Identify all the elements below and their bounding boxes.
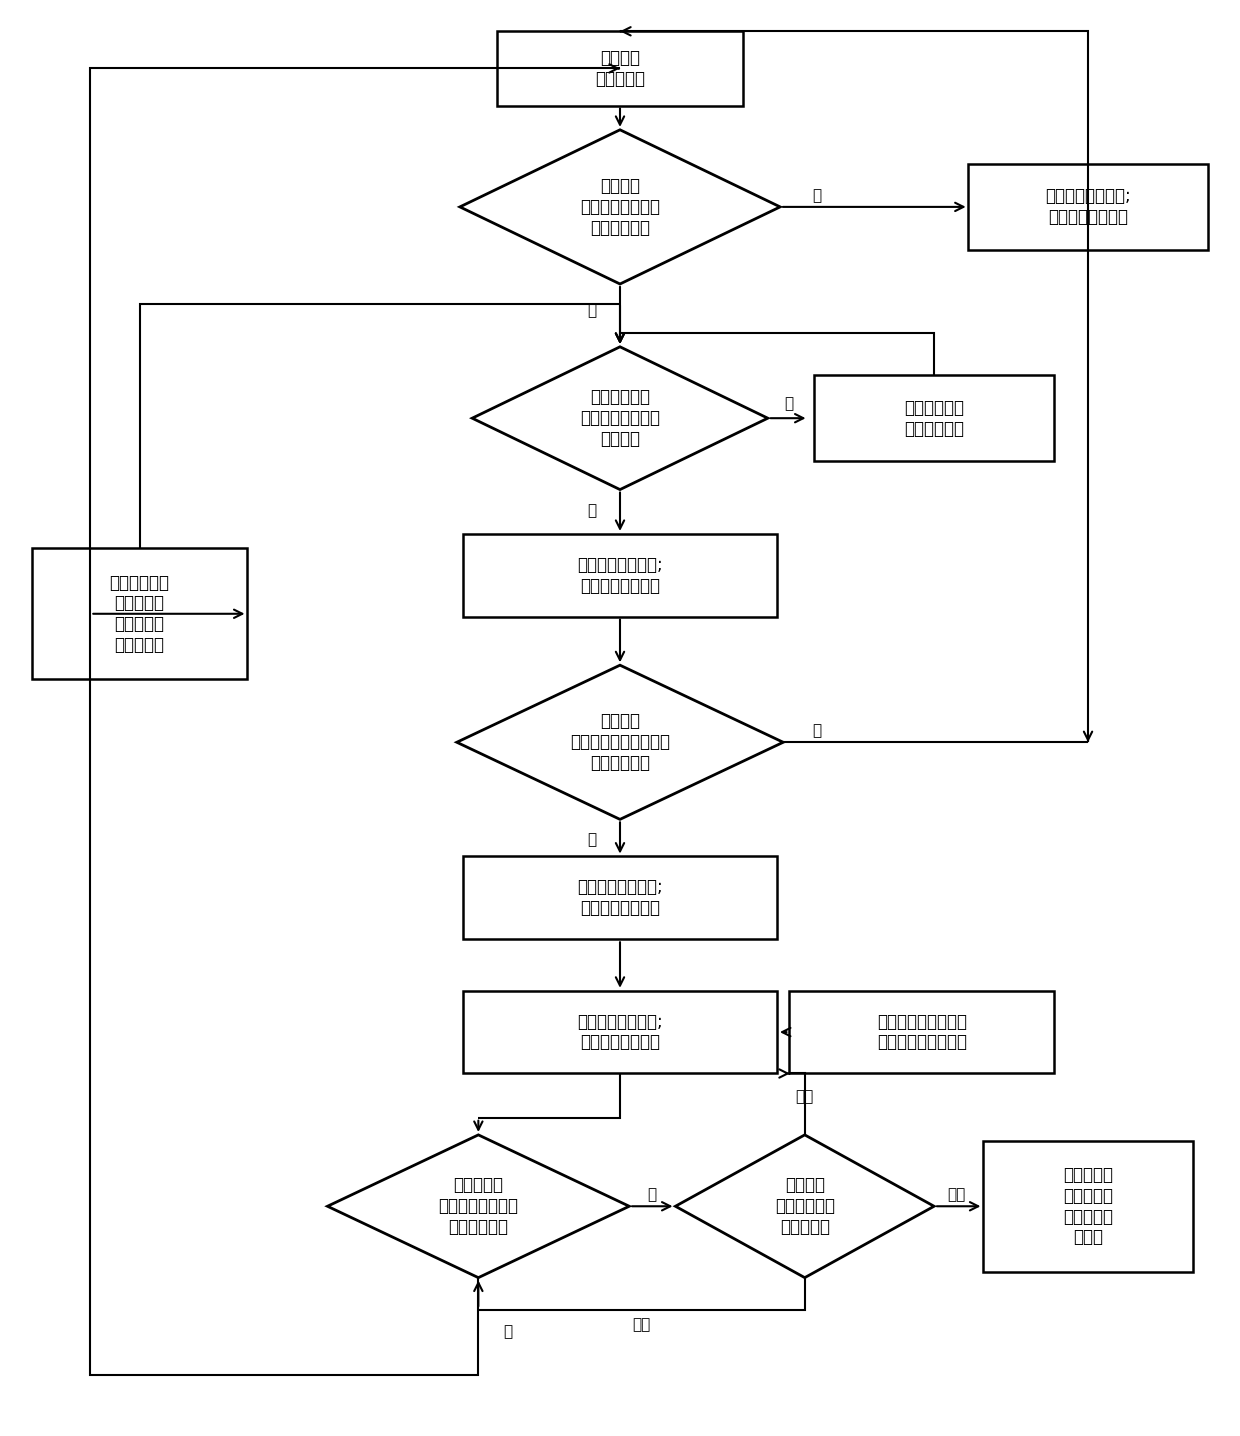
Polygon shape (472, 348, 768, 490)
Text: 否: 否 (784, 396, 794, 411)
Polygon shape (460, 129, 780, 284)
Bar (813, 375, 1054, 461)
Text: 道路灯由绿变黄闪;
行人灯由红变黄闪: 道路灯由绿变黄闪; 行人灯由红变黄闪 (577, 556, 663, 595)
Polygon shape (327, 1134, 629, 1278)
Bar (463, 534, 777, 616)
Polygon shape (676, 1134, 934, 1278)
Polygon shape (456, 665, 784, 820)
Text: 夜晚: 夜晚 (947, 1188, 966, 1202)
Text: 是: 是 (647, 1188, 657, 1202)
Text: 启用白天模式，持续
时间不超过若干分钟: 启用白天模式，持续 时间不超过若干分钟 (877, 1012, 967, 1051)
Bar (463, 856, 777, 939)
Text: 否: 否 (812, 188, 822, 202)
Text: 是: 是 (587, 303, 596, 319)
Bar (463, 991, 777, 1074)
Text: 超时: 超时 (632, 1317, 650, 1333)
Text: 判断道路绿灯
持续时间是否超过
若干分钟: 判断道路绿灯 持续时间是否超过 若干分钟 (580, 388, 660, 448)
Bar (983, 1140, 1193, 1272)
Text: 白天: 白天 (796, 1088, 813, 1104)
Text: 监测光照
判断日夜模式
并判断超时: 监测光照 判断日夜模式 并判断超时 (775, 1176, 835, 1236)
Bar (497, 32, 743, 105)
Bar (790, 991, 1054, 1074)
Text: 若干秒内
是否有人触发斑马线前
的压力传感器: 若干秒内 是否有人触发斑马线前 的压力传感器 (570, 712, 670, 773)
Text: 检测是否
行人由外向内依次
触发红外探头: 检测是否 行人由外向内依次 触发红外探头 (580, 177, 660, 237)
Text: 道路灯由黄闪变绿;
行人灯由黄闪变红: 道路灯由黄闪变绿; 行人灯由黄闪变红 (1045, 188, 1131, 227)
Text: 道路灯由黄闪变红;
行人灯由黄闪变绿: 道路灯由黄闪变红; 行人灯由黄闪变绿 (577, 879, 663, 918)
Text: 否: 否 (503, 1324, 512, 1340)
Text: 每隔若干秒
检测是否有人继续
触发传感探头: 每隔若干秒 检测是否有人继续 触发传感探头 (439, 1176, 518, 1236)
Text: 黄闪若干秒，
然后道路恢
复绿灯，行
人恢复红灯: 黄闪若干秒， 然后道路恢 复绿灯，行 人恢复红灯 (109, 573, 170, 653)
Text: 道路红灯延若干秒;
行人绿灯延若干秒: 道路红灯延若干秒; 行人绿灯延若干秒 (577, 1012, 663, 1051)
Bar (32, 549, 248, 679)
Text: 是: 是 (587, 504, 596, 518)
Bar (968, 164, 1208, 250)
Text: 保持汽车道路
绿灯若干分钟: 保持汽车道路 绿灯若干分钟 (904, 399, 963, 438)
Text: 是: 是 (587, 831, 596, 847)
Text: 启用夜晚模
式，持续时
间不超过若
干分钟: 启用夜晚模 式，持续时 间不超过若 干分钟 (1063, 1166, 1114, 1246)
Text: 否: 否 (812, 724, 822, 738)
Text: 启动系统
参数初始化: 启动系统 参数初始化 (595, 49, 645, 88)
